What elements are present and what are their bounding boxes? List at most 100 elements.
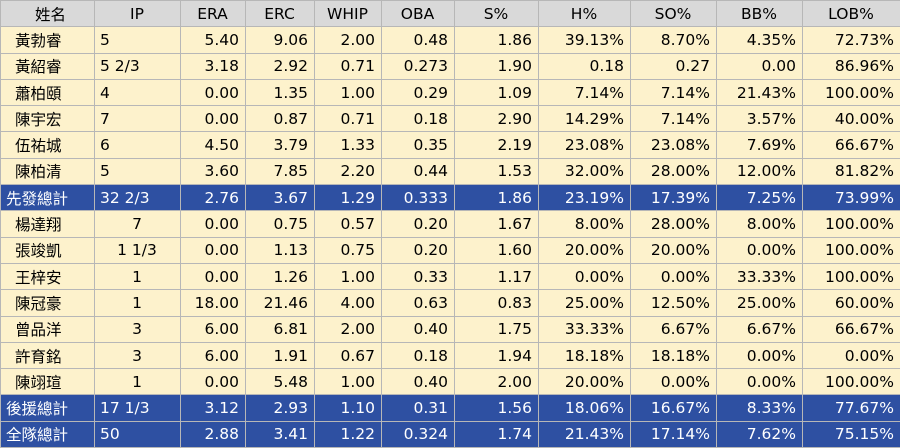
stat-cell: 1.35 <box>246 79 315 105</box>
stat-cell: 2.00 <box>315 316 382 342</box>
stat-cell: 1.00 <box>315 263 382 289</box>
stat-cell: 1.29 <box>315 185 382 211</box>
stat-cell: 7.85 <box>246 158 315 184</box>
stat-cell: 9.06 <box>246 27 315 53</box>
stat-cell: 5.40 <box>181 27 246 53</box>
stat-cell: 21.43% <box>717 79 803 105</box>
stat-cell: 1.09 <box>455 79 539 105</box>
stat-cell: 1 <box>95 369 181 395</box>
stat-cell: 100.00% <box>803 79 900 105</box>
stat-cell: 7.62% <box>717 421 803 447</box>
stat-cell: 28.00% <box>631 211 717 237</box>
column-header: BB% <box>717 1 803 27</box>
stat-cell: 0.27 <box>631 53 717 79</box>
stat-cell: 0.00 <box>181 211 246 237</box>
stat-cell: 1.26 <box>246 263 315 289</box>
player-name-cell: 後援總計 <box>1 395 95 421</box>
stat-cell: 0.00% <box>803 342 900 368</box>
stat-cell: 0.75 <box>315 237 382 263</box>
stat-cell: 7 <box>95 211 181 237</box>
stat-cell: 66.67% <box>803 132 900 158</box>
stat-cell: 2.88 <box>181 421 246 447</box>
stat-cell: 0.333 <box>382 185 455 211</box>
stat-cell: 72.73% <box>803 27 900 53</box>
stat-cell: 0.83 <box>455 290 539 316</box>
stat-cell: 1 <box>95 290 181 316</box>
stat-cell: 33.33% <box>539 316 631 342</box>
stat-cell: 1.00 <box>315 369 382 395</box>
stat-cell: 66.67% <box>803 316 900 342</box>
stat-cell: 8.00% <box>539 211 631 237</box>
player-name-cell: 王梓安 <box>1 263 95 289</box>
column-header: LOB% <box>803 1 900 27</box>
stat-cell: 0.20 <box>382 211 455 237</box>
stat-cell: 5 <box>95 27 181 53</box>
stat-cell: 100.00% <box>803 211 900 237</box>
stat-cell: 50 <box>95 421 181 447</box>
stat-cell: 6.00 <box>181 316 246 342</box>
stat-cell: 7.14% <box>631 106 717 132</box>
stat-cell: 7.14% <box>631 79 717 105</box>
stat-cell: 0.00 <box>181 79 246 105</box>
stat-cell: 20.00% <box>631 237 717 263</box>
stat-cell: 8.70% <box>631 27 717 53</box>
stat-cell: 2.93 <box>246 395 315 421</box>
stat-cell: 7.14% <box>539 79 631 105</box>
player-name-cell: 楊達翔 <box>1 211 95 237</box>
stat-cell: 1 <box>95 263 181 289</box>
column-header: ERA <box>181 1 246 27</box>
stat-cell: 18.18% <box>539 342 631 368</box>
stat-cell: 25.00% <box>717 290 803 316</box>
column-header: 姓名 <box>1 1 95 27</box>
column-header: ERC <box>246 1 315 27</box>
stat-cell: 0.63 <box>382 290 455 316</box>
stat-cell: 0.00% <box>717 342 803 368</box>
stat-cell: 0.00% <box>717 369 803 395</box>
stat-cell: 3.60 <box>181 158 246 184</box>
player-name-cell: 先發總計 <box>1 185 95 211</box>
stat-cell: 6.00 <box>181 342 246 368</box>
stat-cell: 0.35 <box>382 132 455 158</box>
player-name-cell: 陳宇宏 <box>1 106 95 132</box>
stat-cell: 0.57 <box>315 211 382 237</box>
player-name-cell: 陳柏清 <box>1 158 95 184</box>
stat-cell: 5 2/3 <box>95 53 181 79</box>
stat-cell: 0.18 <box>539 53 631 79</box>
stat-cell: 0.00 <box>181 106 246 132</box>
stat-cell: 2.19 <box>455 132 539 158</box>
stat-cell: 7.25% <box>717 185 803 211</box>
stat-cell: 0.18 <box>382 106 455 132</box>
stat-cell: 23.08% <box>631 132 717 158</box>
player-name-cell: 黃勃睿 <box>1 27 95 53</box>
stat-cell: 0.20 <box>382 237 455 263</box>
player-name-cell: 陳冠豪 <box>1 290 95 316</box>
stat-cell: 2.20 <box>315 158 382 184</box>
stat-cell: 0.71 <box>315 106 382 132</box>
stat-cell: 4.00 <box>315 290 382 316</box>
column-header: IP <box>95 1 181 27</box>
stat-cell: 1.33 <box>315 132 382 158</box>
stat-cell: 21.46 <box>246 290 315 316</box>
stat-cell: 7.69% <box>717 132 803 158</box>
stat-cell: 0.44 <box>382 158 455 184</box>
stat-cell: 20.00% <box>539 237 631 263</box>
stat-cell: 25.00% <box>539 290 631 316</box>
stat-cell: 16.67% <box>631 395 717 421</box>
stat-cell: 18.18% <box>631 342 717 368</box>
stat-cell: 3.18 <box>181 53 246 79</box>
stat-cell: 23.19% <box>539 185 631 211</box>
column-header: OBA <box>382 1 455 27</box>
player-name-cell: 陳翊瑄 <box>1 369 95 395</box>
stat-cell: 1.56 <box>455 395 539 421</box>
stat-cell: 33.33% <box>717 263 803 289</box>
stat-cell: 18.00 <box>181 290 246 316</box>
